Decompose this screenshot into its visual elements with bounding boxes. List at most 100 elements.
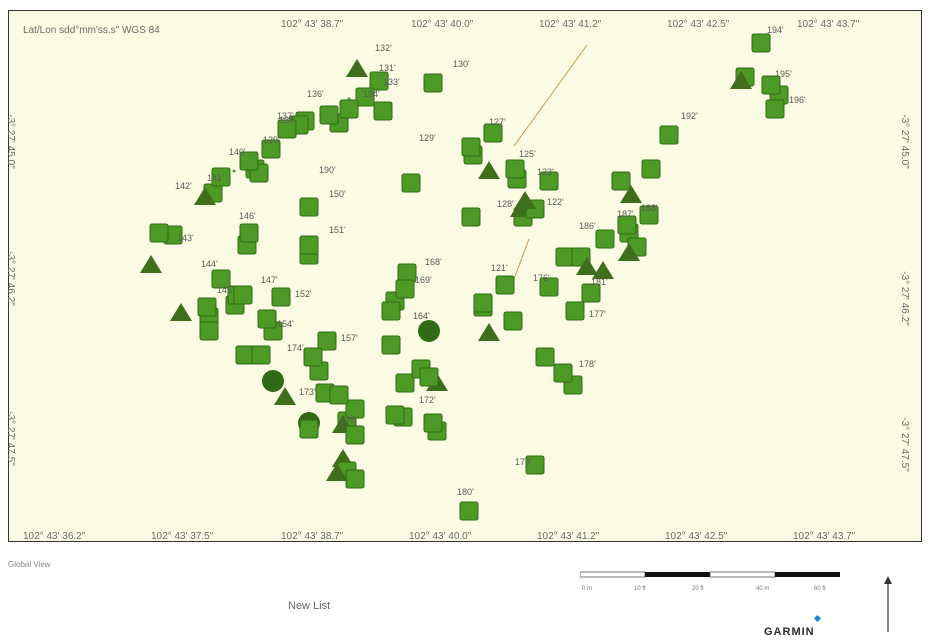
waypoint-marker-extra-40[interactable] <box>555 247 575 267</box>
waypoint-marker-extra-58[interactable] <box>345 425 365 445</box>
waypoint-marker-143[interactable] <box>149 223 169 243</box>
waypoint-marker-extra-38[interactable] <box>535 347 555 367</box>
waypoint-marker-extra-63[interactable] <box>197 297 217 317</box>
waypoint-marker-136[interactable] <box>319 105 339 125</box>
waypoint-marker-196[interactable] <box>765 99 785 119</box>
waypoint-marker-extra-48[interactable] <box>641 159 661 179</box>
waypoint-marker-157[interactable] <box>317 331 337 351</box>
left-lat-label-1: -3° 27' 45.0" <box>4 114 16 169</box>
waypoint-label-177: 177' <box>589 309 606 319</box>
waypoint-label-125: 125' <box>519 149 536 159</box>
waypoint-marker-extra-30[interactable] <box>419 367 439 387</box>
waypoint-marker-152[interactable] <box>271 287 291 307</box>
waypoint-marker-125[interactable] <box>505 159 525 179</box>
waypoint-marker-extra-34[interactable] <box>503 311 523 331</box>
waypoint-marker-170[interactable] <box>385 405 405 425</box>
waypoint-marker-extra-55[interactable] <box>478 161 500 179</box>
waypoint-marker-192[interactable] <box>659 125 679 145</box>
waypoint-marker-138[interactable] <box>277 119 297 139</box>
waypoint-marker-extra-52[interactable] <box>730 71 752 89</box>
waypoint-marker-extra-19[interactable] <box>345 399 365 419</box>
waypoint-label-138: 138' <box>279 115 296 125</box>
waypoint-marker-146[interactable] <box>239 223 259 243</box>
waypoint-marker-extra-35[interactable] <box>478 323 500 341</box>
new-list-label[interactable]: New List <box>288 600 331 612</box>
waypoint-marker-195[interactable] <box>761 75 781 95</box>
waypoint-marker-164[interactable] <box>418 320 440 342</box>
waypoint-marker-130[interactable] <box>423 73 443 93</box>
waypoint-marker-extra-5[interactable] <box>140 255 162 273</box>
waypoint-marker-194[interactable] <box>751 33 771 53</box>
waypoint-marker-extra-23[interactable] <box>326 463 348 481</box>
waypoint-marker-extra-26[interactable] <box>381 335 401 355</box>
waypoint-marker-176[interactable] <box>539 277 559 297</box>
waypoint-marker-180[interactable] <box>459 501 479 521</box>
waypoint-marker-extra-47[interactable] <box>611 171 631 191</box>
waypoint-marker-132[interactable] <box>346 59 368 77</box>
left-lat-label-3: -3° 27' 47.5" <box>4 411 16 466</box>
waypoint-marker-extra-37[interactable] <box>473 293 493 313</box>
right-lat-label-2: -3° 27' 46.2" <box>898 271 910 326</box>
waypoint-label-174: 174' <box>287 343 304 353</box>
waypoint-marker-151[interactable] <box>299 235 319 255</box>
waypoint-marker-121[interactable] <box>495 275 515 295</box>
right-lat-label-3: -3° 27' 47.5" <box>898 417 910 472</box>
waypoint-marker-173[interactable] <box>329 385 349 405</box>
waypoint-marker-134[interactable] <box>339 99 359 119</box>
waypoint-marker-extra-27[interactable] <box>395 373 415 393</box>
waypoint-marker-179[interactable] <box>525 455 545 475</box>
waypoint-marker-172[interactable] <box>423 413 443 433</box>
left-lat-label-2: -3° 27' 46.2" <box>4 251 16 306</box>
waypoint-marker-139[interactable] <box>261 139 281 159</box>
waypoint-marker-extra-11[interactable] <box>251 345 271 365</box>
waypoint-marker-131[interactable] <box>369 71 389 91</box>
waypoint-marker-140[interactable] <box>239 151 259 171</box>
waypoint-marker-190[interactable] <box>401 173 421 193</box>
map-canvas[interactable]: 130' 131' 132' 133'134' 136' 137'138' 139' 140'… <box>9 11 923 543</box>
waypoint-marker-144[interactable] <box>211 269 231 289</box>
waypoint-marker-extra-10[interactable] <box>235 345 255 365</box>
waypoint-marker-187[interactable] <box>617 215 637 235</box>
waypoint-marker-127[interactable] <box>483 123 503 143</box>
waypoint-label-170: 170' <box>341 415 358 425</box>
waypoint-marker-extra-49[interactable] <box>620 185 642 203</box>
waypoint-marker-177[interactable] <box>565 301 585 321</box>
waypoint-marker-154[interactable] <box>257 309 277 329</box>
waypoint-marker-extra-25[interactable] <box>381 301 401 321</box>
waypoint-label-180: 180' <box>457 487 474 497</box>
map-viewport[interactable]: 130' 131' 132' 133' 134' 136' 137' 138' 139' 140'… <box>4 10 923 543</box>
waypoint-marker-extra-16[interactable] <box>299 419 319 439</box>
waypoint-marker-168[interactable] <box>397 263 417 283</box>
waypoint-marker-extra-59[interactable] <box>274 387 296 405</box>
waypoint-marker-188[interactable] <box>639 205 659 225</box>
waypoint-marker-150[interactable] <box>299 197 319 217</box>
waypoint-marker-extra-22[interactable] <box>345 469 365 489</box>
waypoint-marker-extra-46[interactable] <box>618 243 640 261</box>
waypoint-marker-extra-6[interactable] <box>170 303 192 321</box>
waypoint-marker-133[interactable] <box>355 87 375 107</box>
waypoint-marker-129[interactable] <box>461 137 481 157</box>
waypoint-marker-extra-64[interactable] <box>373 101 393 121</box>
waypoint-label-147: 147' <box>261 275 278 285</box>
waypoint-marker-123[interactable] <box>539 171 559 191</box>
waypoint-marker-extra-8[interactable] <box>199 321 219 341</box>
waypoint-marker-141[interactable] <box>211 167 231 187</box>
waypoint-label-145: 145' <box>217 285 234 295</box>
waypoint-marker-186[interactable] <box>595 229 615 249</box>
waypoint-label-121: 121' <box>491 263 508 273</box>
waypoint-marker-147[interactable] <box>233 285 253 305</box>
waypoint-marker-128[interactable] <box>514 191 536 209</box>
waypoint-marker-extra-13[interactable] <box>262 370 284 392</box>
waypoint-marker-169[interactable] <box>395 279 415 299</box>
waypoint-marker-174[interactable] <box>303 347 323 367</box>
waypoint-marker-extra-42[interactable] <box>576 257 598 275</box>
waypoint-label-143: 143' <box>177 233 194 243</box>
waypoint-marker-178[interactable] <box>553 363 573 383</box>
waypoint-marker-extra-43[interactable] <box>592 261 614 279</box>
waypoint-marker-extra-36[interactable] <box>461 207 481 227</box>
waypoint-marker-142[interactable] <box>194 187 216 205</box>
waypoint-label-132: 132' <box>375 43 392 53</box>
waypoint-marker-181[interactable] <box>581 283 601 303</box>
global-view-label: Global View <box>8 560 51 569</box>
bottom-lon-label-5: 102° 43' 41.2" <box>537 531 600 542</box>
